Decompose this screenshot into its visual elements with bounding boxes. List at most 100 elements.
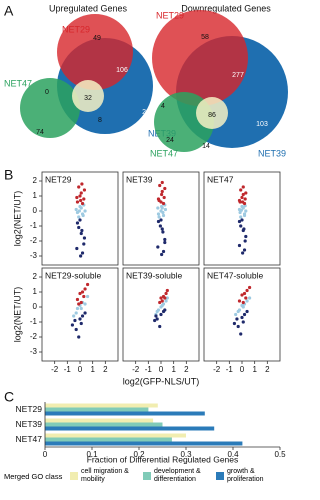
venn-count: 58: [201, 34, 209, 41]
point: [83, 302, 87, 306]
figure: A Upregulated Genes NET29 NET39 NET47 49 106 0 3…: [4, 3, 288, 464]
venn-set-label: NET47: [4, 78, 32, 88]
point: [160, 189, 164, 194]
point: [156, 245, 160, 249]
point: [162, 195, 166, 200]
panel-label: C: [4, 389, 14, 405]
x-tick-label: 1: [171, 365, 176, 374]
x-tick-label: 0: [159, 365, 164, 374]
point: [74, 311, 78, 315]
venn-core: [196, 97, 228, 129]
point: [160, 252, 164, 257]
point: [159, 209, 163, 213]
point: [79, 254, 83, 258]
point: [242, 213, 247, 218]
point: [80, 228, 84, 233]
point: [77, 335, 81, 339]
panel-title: NET39-soluble: [126, 270, 182, 280]
point: [163, 296, 167, 300]
point: [161, 213, 166, 218]
venn-count: 32: [84, 95, 92, 102]
point: [159, 218, 163, 222]
venn-count: 0: [45, 89, 49, 96]
point: [237, 198, 242, 203]
point: [75, 306, 80, 311]
point: [240, 218, 244, 222]
point: [74, 207, 78, 212]
x-tick-label: 2: [184, 365, 189, 374]
venn-set-label: NET29: [156, 10, 184, 20]
point: [248, 296, 252, 300]
point: [82, 197, 86, 201]
point: [77, 302, 81, 306]
point: [241, 305, 245, 309]
point: [158, 224, 162, 228]
point: [159, 312, 163, 317]
point: [79, 321, 83, 326]
x-tick-label: -2: [213, 365, 221, 374]
y-tick-label: -3: [30, 347, 38, 356]
point: [242, 312, 247, 317]
point: [78, 194, 82, 198]
point: [82, 236, 87, 240]
bar: [45, 403, 158, 408]
y-tick-label: NET29: [16, 404, 43, 414]
y-tick-label: -2: [30, 332, 38, 341]
panel-label: B: [4, 167, 13, 183]
point: [236, 309, 240, 314]
point: [80, 201, 85, 206]
point: [244, 191, 248, 195]
x-tick-label: 0.3: [180, 450, 192, 459]
point: [244, 296, 248, 300]
y-tick-label: -3: [30, 251, 38, 260]
y-tick-label: -1: [30, 221, 38, 230]
point: [161, 230, 165, 234]
point: [79, 231, 83, 236]
point: [155, 317, 159, 321]
bar: [45, 411, 205, 416]
venn-title: Upregulated Genes: [49, 3, 128, 13]
venn-set-label: NET29: [62, 24, 90, 34]
panel-title: NET47: [207, 174, 234, 184]
bar: [45, 407, 149, 412]
point: [156, 206, 160, 210]
legend: Merged GO class cell migration & mobilit…: [4, 468, 284, 484]
point: [239, 188, 243, 192]
y-tick-label: NET39: [16, 419, 43, 429]
point: [163, 308, 167, 312]
x-axis-label: Fraction of Differential Regulated Genes: [87, 454, 239, 464]
venn-count: 4: [161, 103, 165, 110]
y-tick-label: 1: [33, 191, 38, 200]
point: [75, 200, 80, 204]
point: [80, 290, 85, 294]
venn-count: 74: [36, 129, 44, 136]
point: [80, 314, 85, 318]
point: [73, 318, 77, 323]
bar: [45, 418, 154, 423]
point: [74, 327, 78, 332]
venn-count: 49: [93, 35, 101, 42]
point: [245, 299, 249, 303]
y-tick-label: 0: [33, 206, 38, 215]
point: [80, 182, 84, 186]
point: [78, 317, 82, 321]
legend-entry: cell migration & mobility: [70, 468, 137, 484]
x-tick-label: 1: [252, 365, 257, 374]
point: [77, 185, 81, 189]
y-tick-label: 2: [33, 272, 38, 281]
legend-swatch: [143, 472, 151, 480]
x-tick-label: 0.4: [227, 450, 239, 459]
bar: [45, 437, 172, 442]
y-tick-label: -1: [30, 317, 38, 326]
point: [163, 186, 167, 191]
point: [165, 288, 169, 293]
y-axis-label: log2(NET/UT): [12, 191, 22, 247]
venn-count: 21: [142, 109, 150, 116]
point: [236, 324, 240, 329]
point: [165, 296, 169, 300]
y-axis-label: log2(NET/UT): [12, 287, 22, 343]
point: [241, 206, 245, 210]
point: [240, 195, 244, 200]
point: [241, 185, 245, 189]
panel-title: NET47-soluble: [207, 270, 263, 280]
